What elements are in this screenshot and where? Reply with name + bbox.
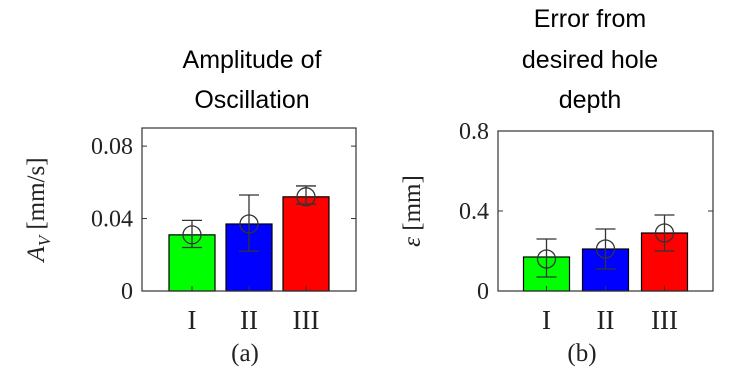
chart-title-line: Amplitude of bbox=[183, 46, 322, 74]
mean-marker-III bbox=[654, 223, 675, 243]
y-axis-symbol: A bbox=[23, 246, 50, 264]
y-axis-subscript: V bbox=[35, 233, 54, 246]
x-tick-label: I bbox=[188, 305, 197, 335]
chart-title-line: Oscillation bbox=[194, 86, 309, 114]
x-tick-label: III bbox=[651, 305, 678, 335]
y-tick-label: 0.04 bbox=[91, 207, 133, 233]
y-tick-label: 0 bbox=[121, 279, 133, 305]
chart-title-line: desired hole bbox=[522, 46, 658, 74]
x-tick-label: II bbox=[240, 305, 258, 335]
panel-caption: (b) bbox=[567, 340, 596, 367]
y-tick-label: 0.8 bbox=[459, 119, 489, 145]
panel-caption: (a) bbox=[231, 340, 259, 367]
y-axis-label: ε [mm] bbox=[399, 175, 426, 247]
mean-marker-II bbox=[239, 214, 259, 234]
y-tick-label: 0 bbox=[477, 279, 489, 305]
mean-marker-I bbox=[536, 249, 557, 269]
y-axis-unit: [mm/s] bbox=[23, 157, 50, 235]
y-axis-unit: [mm] bbox=[399, 175, 426, 237]
x-tick-label: I bbox=[542, 305, 551, 335]
y-tick-label: 0.4 bbox=[459, 199, 489, 225]
y-tick-label: 0.08 bbox=[91, 134, 133, 160]
bar-III bbox=[282, 196, 330, 292]
x-tick-label: III bbox=[293, 305, 320, 335]
mean-marker-I bbox=[182, 225, 202, 245]
mean-marker-II bbox=[595, 239, 616, 259]
x-tick-label: II bbox=[597, 305, 615, 335]
mean-marker-III bbox=[296, 187, 316, 207]
chart-title-line: Error from bbox=[534, 5, 647, 33]
y-axis-label: AV [mm/s] bbox=[23, 157, 54, 263]
chart-title-line: depth bbox=[559, 86, 622, 114]
y-axis-symbol: ε bbox=[399, 237, 426, 247]
